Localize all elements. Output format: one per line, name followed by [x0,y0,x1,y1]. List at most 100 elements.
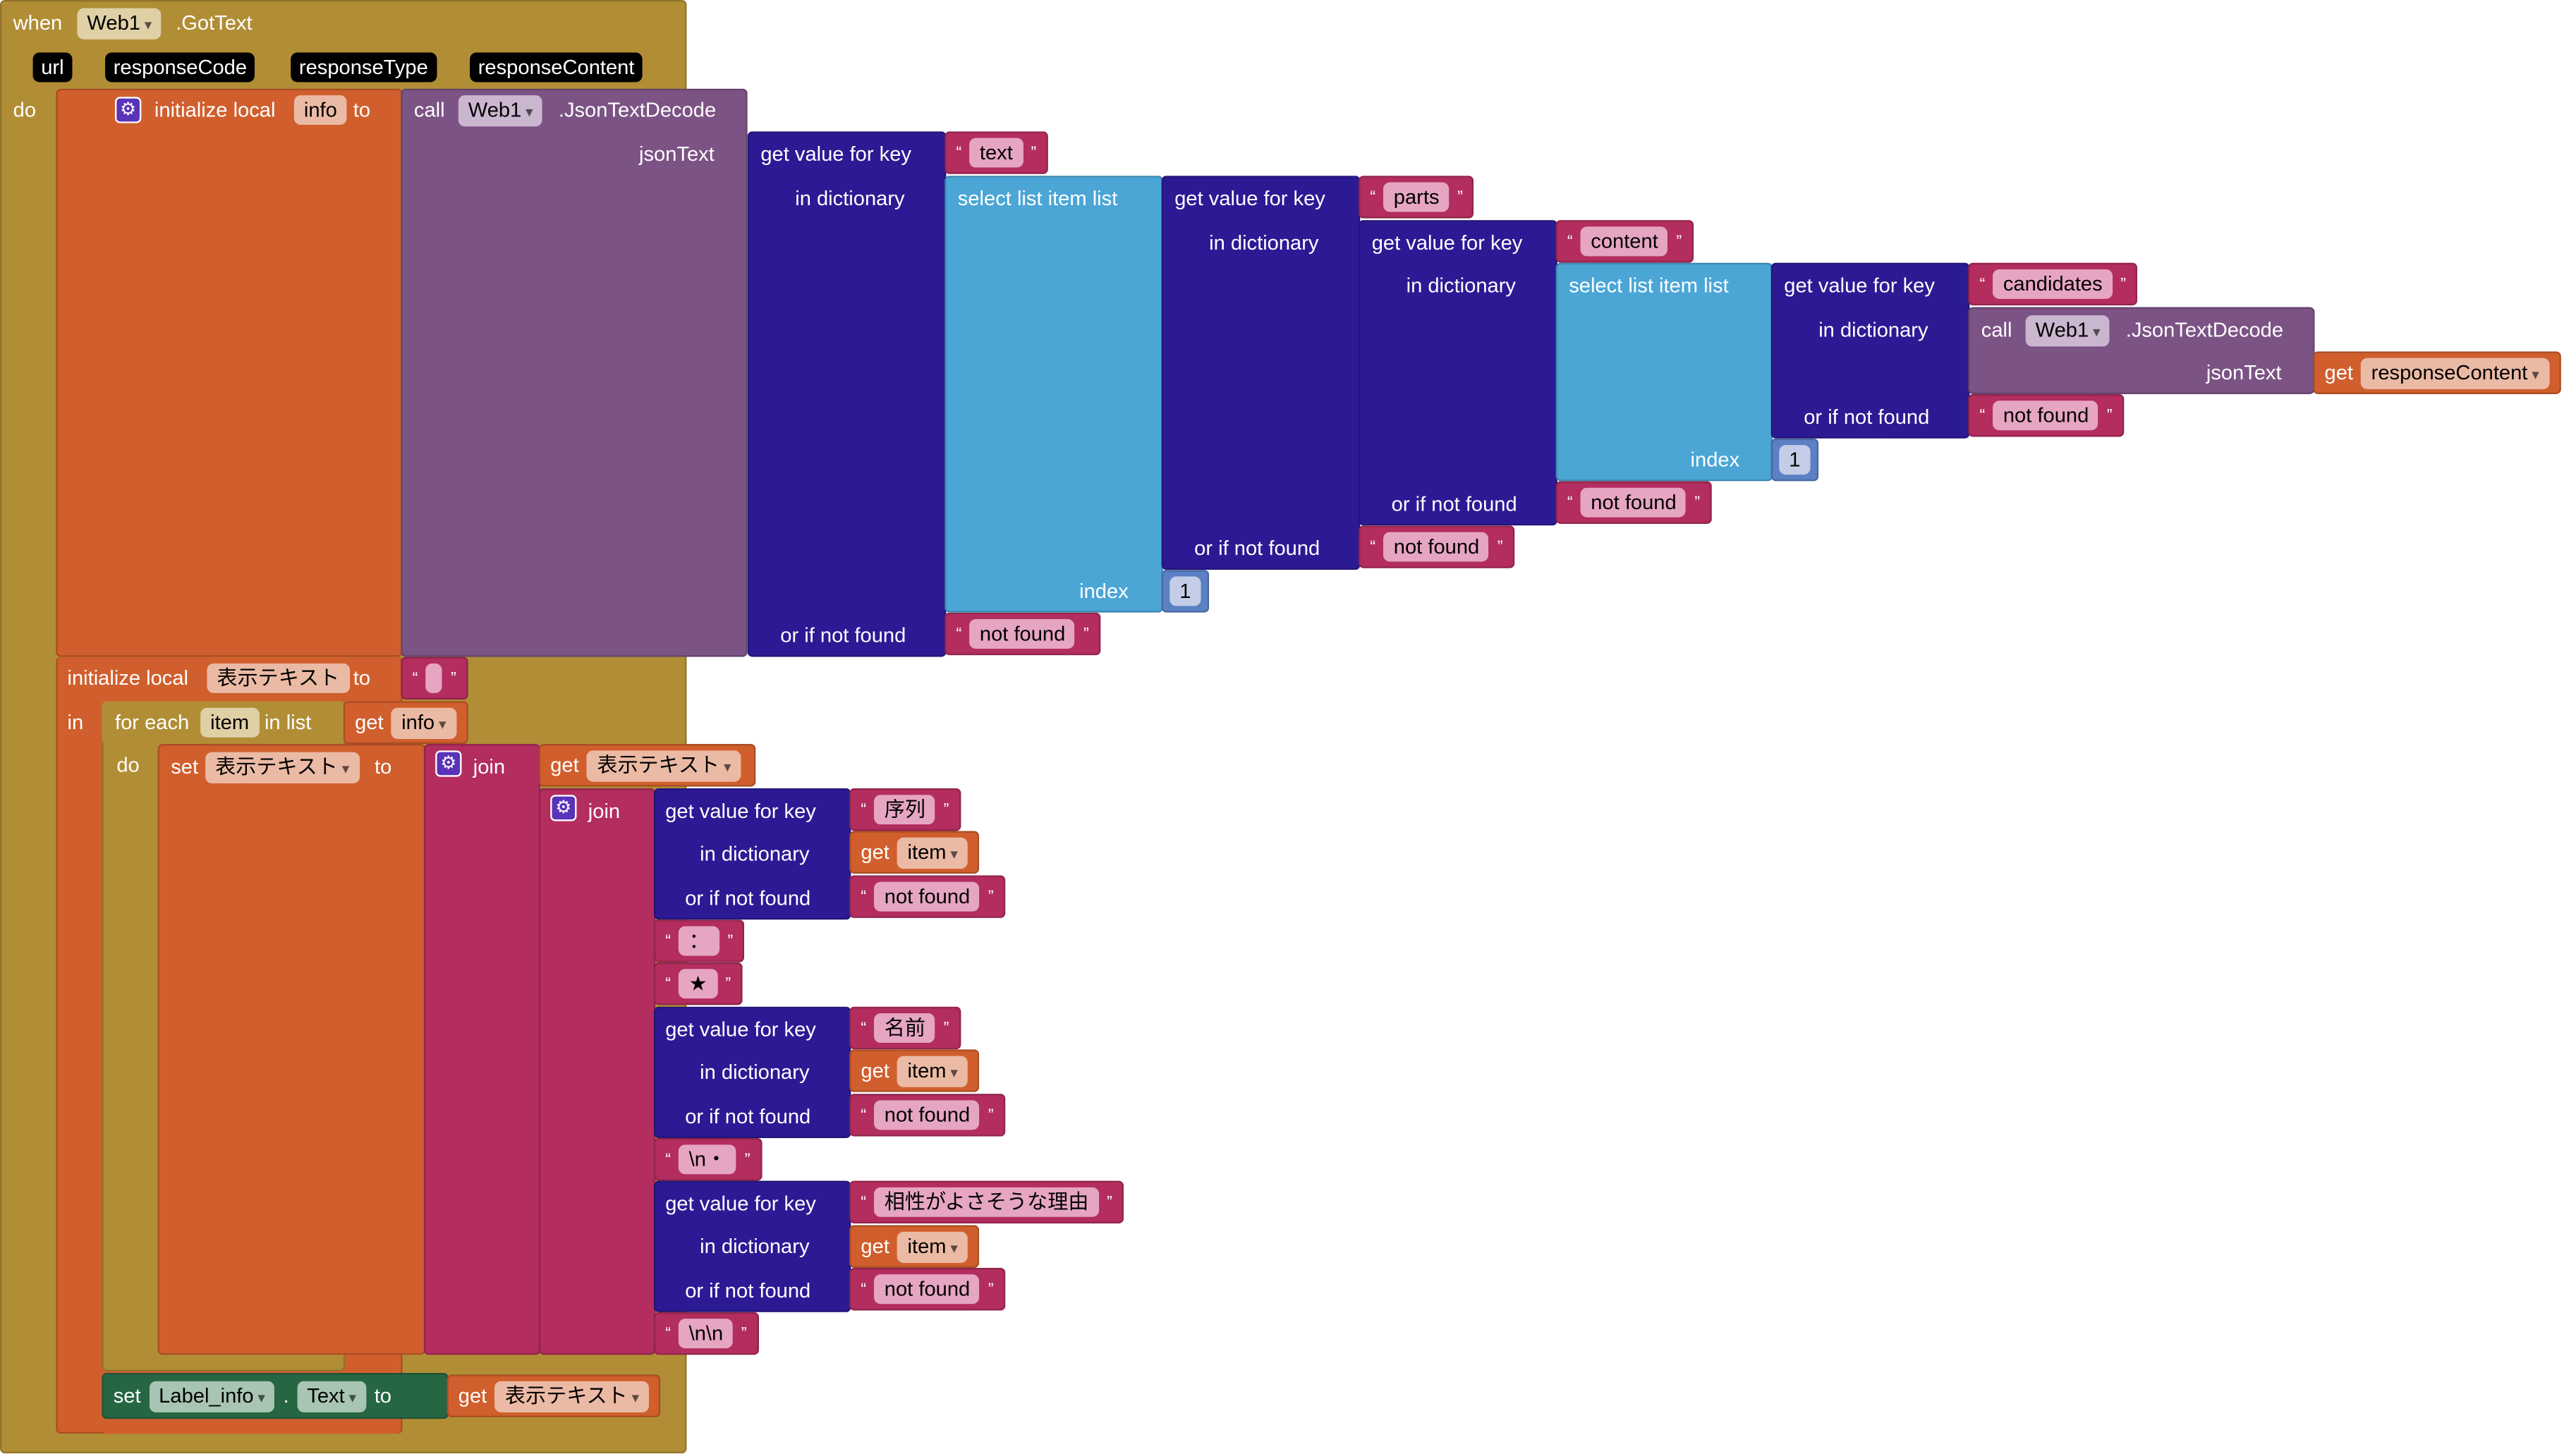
or-if-not-found-label: or if not found [685,1105,811,1129]
in-dictionary-label: in dictionary [700,842,810,866]
not-found-string-block[interactable]: “not found” [1359,525,1514,568]
key-string-block[interactable]: “序列” [849,788,961,831]
call-jsontextdecode-block[interactable] [401,88,748,657]
get-value-for-key-block[interactable] [1770,262,1970,439]
select-list-item-block[interactable] [944,176,1163,613]
get-display-text-block[interactable]: get 表示テキスト [446,1374,661,1417]
in-dictionary-label: in dictionary [1406,274,1516,298]
join-block[interactable] [423,744,541,1355]
or-if-not-found-label: or if not found [1391,492,1517,516]
in-dictionary-label: in dictionary [700,1061,810,1085]
mutator-gear-icon[interactable]: ⚙ [435,749,462,777]
colon-string-block[interactable]: “：” [653,920,745,963]
when-label: when [13,11,63,35]
initialize-local-label: initialize local [154,98,276,122]
newline-dot-string-block[interactable]: “\n・” [653,1137,762,1181]
in-dictionary-label: in dictionary [1209,231,1319,255]
get-value-for-key-block[interactable] [747,131,947,657]
parts-string-block[interactable]: “parts” [1359,176,1475,219]
initialize-local-label: initialize local [67,666,189,690]
set-display-text-block[interactable] [157,744,426,1355]
index-label: index [1079,580,1129,603]
component-dropdown[interactable]: Web1 [2025,315,2110,347]
star-string-block[interactable]: “★” [653,962,743,1006]
do-label: do [116,754,140,777]
or-if-not-found-label: or if not found [1804,405,1930,429]
param-responsetype[interactable]: responseType [291,52,437,83]
variable-dropdown[interactable]: 表示テキスト [205,752,360,783]
method-name: .JsonTextDecode [2125,318,2284,342]
get-value-for-key-label: get value for key [665,1018,816,1041]
to-label: to [375,755,392,778]
get-value-for-key-label: get value for key [665,800,816,823]
join-label: join [473,755,506,778]
select-list-item-block[interactable] [1555,262,1773,482]
get-responsecontent-block[interactable]: get responseContent [2313,351,2561,394]
call-label: call [1981,318,2012,342]
param-url[interactable]: url [32,52,73,83]
get-value-for-key-block[interactable] [653,1180,851,1312]
get-item-block[interactable]: get item [849,831,980,874]
component-dropdown[interactable]: Web1 [458,95,543,127]
index-number-block[interactable]: 1 [1770,438,1819,482]
not-found-string-block[interactable]: “not found” [849,1094,1005,1137]
in-list-label: in list [264,711,312,735]
key-string-block[interactable]: “名前” [849,1006,961,1050]
in-dictionary-label: in dictionary [1818,318,1928,342]
get-item-block[interactable]: get item [849,1225,980,1268]
not-found-string-block[interactable]: “not found” [1968,393,2124,437]
not-found-string-block[interactable]: “not found” [849,1267,1005,1311]
get-item-block[interactable]: get item [849,1049,980,1092]
get-value-for-key-label: get value for key [1371,231,1523,255]
method-name: .JsonTextDecode [558,98,717,122]
join-block[interactable] [538,788,656,1355]
not-found-string-block[interactable]: “not found” [849,875,1005,918]
get-value-for-key-label: get value for key [760,142,911,166]
loop-variable-field[interactable]: item [200,707,260,738]
or-if-not-found-label: or if not found [1194,537,1320,561]
variable-name-field[interactable]: 表示テキスト [207,663,350,693]
in-dictionary-label: in dictionary [795,187,905,211]
content-string-block[interactable]: “content” [1555,220,1694,263]
index-number-block[interactable]: 1 [1161,570,1210,613]
or-if-not-found-label: or if not found [685,1279,811,1302]
initialize-local-info-block[interactable] [56,88,403,657]
jsontext-label: jsonText [638,142,715,166]
or-if-not-found-label: or if not found [685,886,811,910]
in-label: in [67,711,84,735]
get-value-for-key-label: get value for key [665,1192,816,1216]
to-label: to [353,666,371,690]
component-dropdown[interactable]: Web1 [77,8,162,39]
key-string-block[interactable]: “相性がよさそうな理由” [849,1180,1124,1224]
in-dictionary-label: in dictionary [700,1235,810,1259]
not-found-string-block[interactable]: “not found” [1555,481,1712,524]
index-label: index [1690,448,1740,472]
get-value-for-key-block[interactable] [653,1006,851,1138]
select-list-item-label: select list item list [957,187,1118,211]
candidates-string-block[interactable]: “candidates” [1968,262,2138,306]
to-label: to [353,98,371,122]
or-if-not-found-label: or if not found [780,624,906,647]
get-value-for-key-block[interactable] [1359,220,1557,526]
mutator-gear-icon[interactable]: ⚙ [115,95,142,123]
get-info-block[interactable]: get info [343,701,468,745]
set-label: set [171,755,199,778]
get-display-text-block[interactable]: get 表示テキスト [538,744,756,787]
get-value-for-key-block[interactable] [653,788,851,920]
call-label: call [413,98,445,122]
param-responsecontent[interactable]: responseContent [470,52,643,83]
join-label: join [588,800,621,823]
empty-string-block[interactable]: “” [401,656,468,700]
get-value-for-key-label: get value for key [1174,187,1325,211]
not-found-string-block[interactable]: “not found” [944,612,1101,656]
param-responsecode[interactable]: responseCode [105,52,255,83]
get-value-for-key-block[interactable] [1161,176,1361,570]
variable-name-field[interactable]: info [293,95,347,126]
select-list-item-label: select list item list [1569,274,1729,298]
event-name: .GotText [176,11,253,35]
text-string-block[interactable]: “text” [944,131,1048,174]
mutator-gear-icon[interactable]: ⚙ [550,793,577,821]
double-newline-string-block[interactable]: “\n\n” [653,1312,758,1355]
